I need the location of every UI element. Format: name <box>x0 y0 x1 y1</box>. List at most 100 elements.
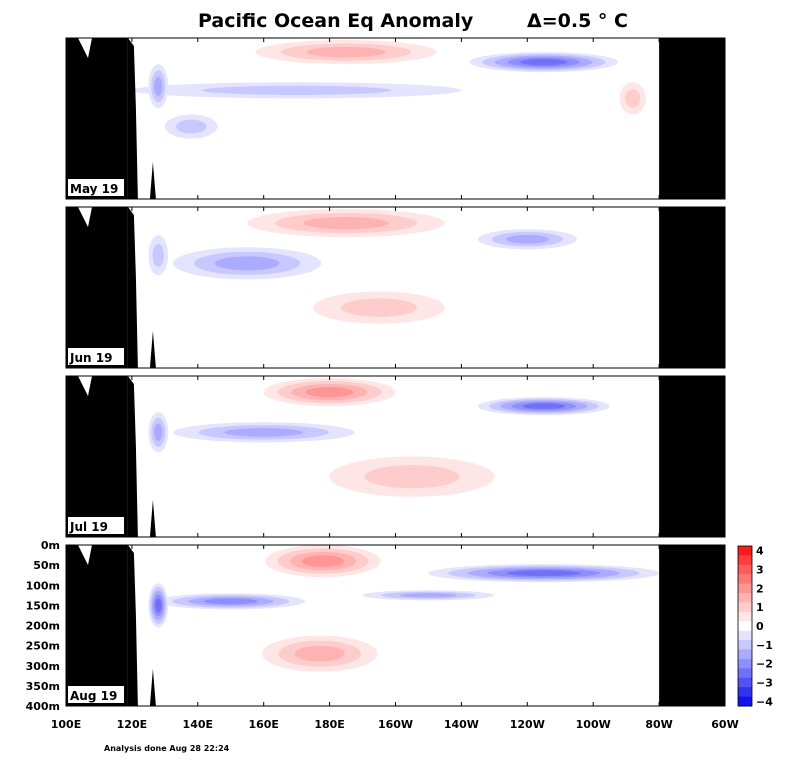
cold-anomaly-contour <box>224 427 303 437</box>
colorbar-swatch <box>738 677 752 688</box>
colorbar-swatch <box>738 546 752 556</box>
analysis-footer: Analysis done Aug 28 22:24 <box>104 744 230 753</box>
colorbar-swatch <box>738 668 752 679</box>
east-land-mask <box>659 376 725 537</box>
month-label-text: Jun 19 <box>69 351 112 365</box>
colorbar-swatch <box>738 611 752 622</box>
colorbar-swatch <box>738 593 752 603</box>
panel-1: Jun 19 <box>65 206 726 369</box>
month-label: May 19 <box>68 179 124 196</box>
x-tick-label: 120W <box>510 718 545 731</box>
x-tick-label: 180E <box>314 718 344 731</box>
west-land-spike <box>127 38 138 199</box>
colorbar-label: −2 <box>756 658 773 671</box>
y-tick-label: 150m <box>26 599 60 612</box>
east-land-mask <box>659 38 725 199</box>
warm-anomaly-contour <box>306 46 386 58</box>
colorbar-label: −1 <box>756 639 773 652</box>
west-land-mask <box>66 38 128 199</box>
y-tick-label: 0m <box>41 539 60 552</box>
chart-title: Pacific Ocean Eq Anomaly <box>198 10 474 32</box>
y-tick-label: 200m <box>26 620 60 633</box>
warm-anomaly-contour <box>302 555 344 567</box>
y-tick-label: 400m <box>26 700 60 713</box>
x-tick-label: 100W <box>576 718 611 731</box>
panel-3: Aug 19 <box>65 544 726 707</box>
month-label-text: May 19 <box>70 182 118 196</box>
west-land-spike <box>127 376 138 537</box>
colorbar-swatch <box>738 602 752 613</box>
month-label-text: Aug 19 <box>70 689 117 703</box>
cold-anomaly-contour <box>520 58 568 66</box>
month-label-background <box>68 348 124 365</box>
ocean-notch <box>78 545 92 565</box>
month-label: Jul 19 <box>68 517 124 534</box>
anomaly-contours <box>148 209 577 324</box>
month-label-background <box>68 179 124 196</box>
month-label: Aug 19 <box>68 686 124 703</box>
colorbar-swatch <box>738 555 752 566</box>
panel-2: Jul 19 <box>65 375 726 538</box>
colorbar-label: 1 <box>756 601 764 614</box>
west-land-spike <box>127 545 138 706</box>
warm-anomaly-contour <box>625 89 641 108</box>
x-tick-label: 140E <box>183 718 213 731</box>
colorbar-swatch <box>738 564 752 575</box>
east-land-mask <box>659 545 725 706</box>
cold-anomaly-contour <box>215 256 280 271</box>
warm-anomaly-contour <box>305 386 354 398</box>
month-label-background <box>68 517 124 534</box>
cold-anomaly-contour <box>201 85 392 95</box>
x-tick-label: 160W <box>378 718 413 731</box>
y-axis: 0m 50m 100m 150m 200m 250m 300m 350m 400m <box>26 539 60 713</box>
month-label: Jun 19 <box>68 348 124 365</box>
colorbar-swatch <box>738 583 752 594</box>
y-tick-label: 300m <box>26 660 60 673</box>
y-tick-label: 350m <box>26 680 60 693</box>
colorbar-frame <box>737 545 753 707</box>
cold-anomaly-contour <box>152 243 164 267</box>
colorbar-label: 2 <box>756 582 764 595</box>
island-spike <box>149 669 156 706</box>
colorbar-swatch <box>738 621 752 632</box>
x-axis: 100E 120E 140E 160E 180E 160W 140W 120W 100W 80W 6… <box>51 718 739 731</box>
panels-group: May 19 Jun 19 Jul 19 Aug 19 <box>65 37 726 707</box>
x-tick-label: 80W <box>645 718 672 731</box>
y-tick-label: 100m <box>26 579 60 592</box>
ocean-notch <box>78 38 92 58</box>
cold-anomaly-contour <box>505 234 549 244</box>
colorbar-swatch <box>738 574 752 585</box>
anomaly-contours <box>148 545 660 672</box>
colorbar-swatch <box>738 687 752 698</box>
island-spike <box>149 162 156 199</box>
colorbar-label: 0 <box>756 620 764 633</box>
colorbar-swatch <box>738 640 752 651</box>
warm-anomaly-contour <box>294 645 345 662</box>
colorbar-swatch <box>738 649 752 660</box>
cold-anomaly-contour <box>176 119 207 134</box>
x-tick-label: 100E <box>51 718 81 731</box>
east-land-mask <box>659 207 725 368</box>
warm-anomaly-contour <box>364 465 460 489</box>
warm-anomaly-contour <box>303 216 389 230</box>
colorbar-swatch <box>738 630 752 641</box>
colorbar-label: −4 <box>756 695 773 708</box>
island-spike <box>149 331 156 368</box>
warm-anomaly-contour <box>341 298 417 317</box>
colorbar: 4 3 2 1 0 −1 −2 −3 −4 <box>737 545 773 708</box>
cold-anomaly-contour <box>153 423 163 442</box>
colorbar-swatch <box>738 658 752 669</box>
ocean-notch <box>78 207 92 227</box>
colorbar-label: 3 <box>756 564 764 577</box>
contour-interval-label: Δ=0.5 ° C <box>527 10 628 32</box>
y-tick-label: 250m <box>26 640 60 653</box>
x-tick-label: 140W <box>444 718 479 731</box>
west-land-mask <box>66 545 128 706</box>
panel-0: May 19 <box>65 37 726 200</box>
cold-anomaly-contour <box>506 570 581 577</box>
west-land-spike <box>127 207 138 368</box>
colorbar-swatch <box>738 696 752 707</box>
island-spike <box>149 500 156 537</box>
panel-background <box>66 376 725 537</box>
